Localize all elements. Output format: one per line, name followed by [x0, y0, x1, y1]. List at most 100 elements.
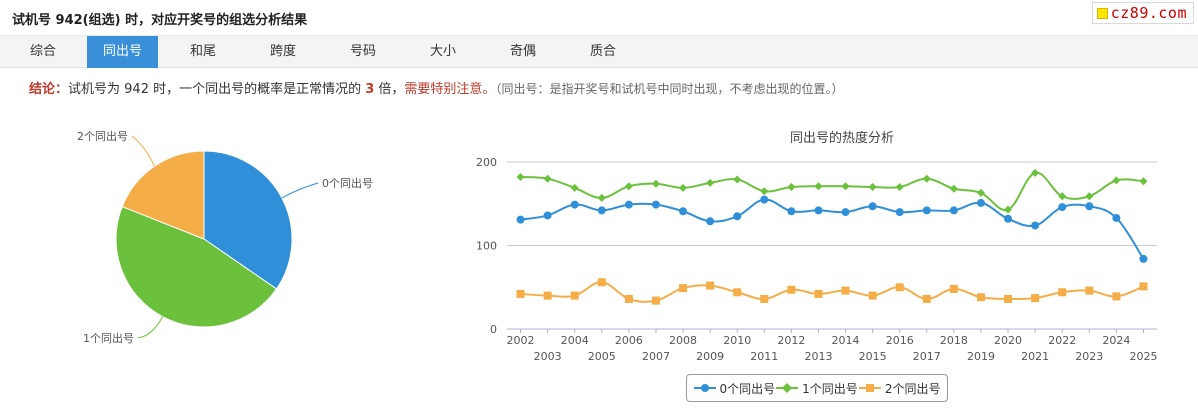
series-1-point-1[interactable] — [543, 174, 552, 183]
series-2-point-23[interactable] — [1139, 282, 1148, 291]
series-2-point-16[interactable] — [949, 284, 958, 293]
series-1-point-8[interactable] — [733, 175, 742, 184]
series-2-point-9[interactable] — [760, 294, 769, 303]
tab-sum-tail[interactable]: 和尾 — [189, 44, 216, 59]
tab-number[interactable]: 号码 — [349, 44, 376, 59]
series-line-0 — [520, 198, 1145, 260]
y-tick-label-100: 100 — [476, 240, 497, 253]
series-0-point-5[interactable] — [651, 200, 660, 209]
series-1-point-3[interactable] — [597, 193, 606, 202]
series-0-point-2[interactable] — [570, 200, 579, 209]
series-1-point-2[interactable] — [570, 183, 579, 192]
series-1-point-17[interactable] — [976, 188, 985, 197]
series-2-point-8[interactable] — [733, 288, 742, 297]
tab-summary[interactable]: 综合 — [29, 44, 56, 59]
pie-slice-0[interactable] — [203, 150, 293, 290]
series-0-point-15[interactable] — [922, 206, 931, 215]
series-0-point-8[interactable] — [733, 212, 742, 221]
series-2-point-0[interactable] — [516, 289, 525, 298]
series-0-point-19[interactable] — [1031, 221, 1040, 230]
legend-item-0[interactable]: 0个同出号 — [693, 380, 775, 397]
pie-slice-2[interactable] — [121, 150, 205, 240]
series-1-point-5[interactable] — [651, 179, 660, 188]
line-chart-svg: 同出号的热度分析 0 100 200 2002 2003 2004 2005 2006 2007 2… — [476, 130, 1157, 363]
series-1-point-12[interactable] — [841, 182, 850, 191]
series-1-point-11[interactable] — [814, 182, 823, 191]
conclusion-label: 结论： — [29, 82, 69, 97]
series-0-point-10[interactable] — [787, 207, 796, 216]
series-2-point-17[interactable] — [976, 293, 985, 302]
series-0-point-4[interactable] — [624, 200, 633, 209]
series-2-point-6[interactable] — [679, 284, 688, 293]
series-2-point-7[interactable] — [706, 281, 715, 290]
series-0-point-21[interactable] — [1085, 202, 1094, 211]
x-tick-label-0: 2002 — [507, 334, 535, 347]
series-1-point-21[interactable] — [1085, 192, 1094, 201]
series-2-point-14[interactable] — [895, 283, 904, 292]
series-2-point-4[interactable] — [624, 294, 633, 303]
series-2-point-20[interactable] — [1058, 288, 1067, 297]
series-2-point-11[interactable] — [814, 289, 823, 298]
series-1-point-22[interactable] — [1112, 176, 1121, 185]
tab-big-small[interactable]: 大小 — [429, 44, 456, 59]
tab-prime-composite[interactable]: 质合 — [589, 44, 616, 59]
series-1-point-16[interactable] — [949, 184, 958, 193]
series-2-point-15[interactable] — [922, 294, 931, 303]
series-0-point-23[interactable] — [1139, 254, 1148, 263]
series-0-point-0[interactable] — [516, 215, 525, 224]
series-0-point-7[interactable] — [706, 217, 715, 226]
series-1-point-10[interactable] — [787, 183, 796, 192]
tab-same-number[interactable]: 同出号 — [87, 36, 158, 68]
conclusion-multiplier: 3 — [365, 82, 375, 97]
series-0-point-11[interactable] — [814, 206, 823, 215]
series-2-point-13[interactable] — [868, 291, 877, 300]
series-1-point-19[interactable] — [1031, 168, 1040, 177]
series-1-point-23[interactable] — [1139, 177, 1148, 186]
pie-leader-line-2 — [131, 135, 155, 167]
series-line-2 — [520, 281, 1144, 303]
series-0-point-12[interactable] — [841, 208, 850, 217]
legend-item-1[interactable]: 1个同出号 — [776, 380, 858, 397]
x-tick-label-23: 2025 — [1129, 350, 1157, 363]
pie-leader-line-1 — [137, 316, 164, 339]
series-0-point-14[interactable] — [895, 208, 904, 217]
series-1-point-9[interactable] — [760, 187, 769, 196]
series-1-point-14[interactable] — [895, 183, 904, 192]
pie-slice-1[interactable] — [115, 205, 278, 328]
series-0-point-13[interactable] — [868, 202, 877, 211]
series-0-point-9[interactable] — [760, 195, 769, 204]
series-0-point-6[interactable] — [679, 207, 688, 216]
series-2-point-12[interactable] — [841, 286, 850, 295]
series-2-point-2[interactable] — [570, 291, 579, 300]
series-2-point-18[interactable] — [1004, 294, 1013, 303]
series-1-point-6[interactable] — [679, 183, 688, 192]
tab-odd-even[interactable]: 奇偶 — [509, 44, 536, 59]
series-2-point-3[interactable] — [597, 278, 606, 287]
series-1-point-15[interactable] — [922, 174, 931, 183]
series-1-point-13[interactable] — [868, 183, 877, 192]
series-0-point-1[interactable] — [543, 211, 552, 220]
series-0-point-3[interactable] — [597, 206, 606, 215]
series-2-point-1[interactable] — [543, 291, 552, 300]
line-chart-title: 同出号的热度分析 — [790, 130, 894, 146]
tab-span[interactable]: 跨度 — [269, 44, 296, 59]
series-0-point-20[interactable] — [1058, 203, 1067, 212]
x-tick-label-1: 2003 — [534, 350, 562, 363]
series-1-point-0[interactable] — [516, 173, 525, 182]
series-0-point-17[interactable] — [976, 198, 985, 207]
series-1-point-4[interactable] — [624, 182, 633, 191]
series-0-point-22[interactable] — [1112, 213, 1121, 222]
brand-badge[interactable]: cz89.com — [1091, 2, 1194, 24]
series-2-point-21[interactable] — [1085, 286, 1094, 295]
series-2-point-10[interactable] — [787, 285, 796, 294]
series-2-point-19[interactable] — [1031, 294, 1040, 303]
series-0-point-18[interactable] — [1004, 214, 1013, 223]
series-2-point-5[interactable] — [651, 296, 660, 305]
series-1-point-20[interactable] — [1058, 192, 1067, 201]
series-1-point-18[interactable] — [1004, 205, 1013, 214]
series-2-point-22[interactable] — [1112, 292, 1121, 301]
legend-item-2[interactable]: 2个同出号 — [858, 380, 940, 397]
series-0-point-16[interactable] — [949, 206, 958, 215]
series-1-point-7[interactable] — [706, 178, 715, 187]
square-marker-icon — [858, 384, 881, 392]
